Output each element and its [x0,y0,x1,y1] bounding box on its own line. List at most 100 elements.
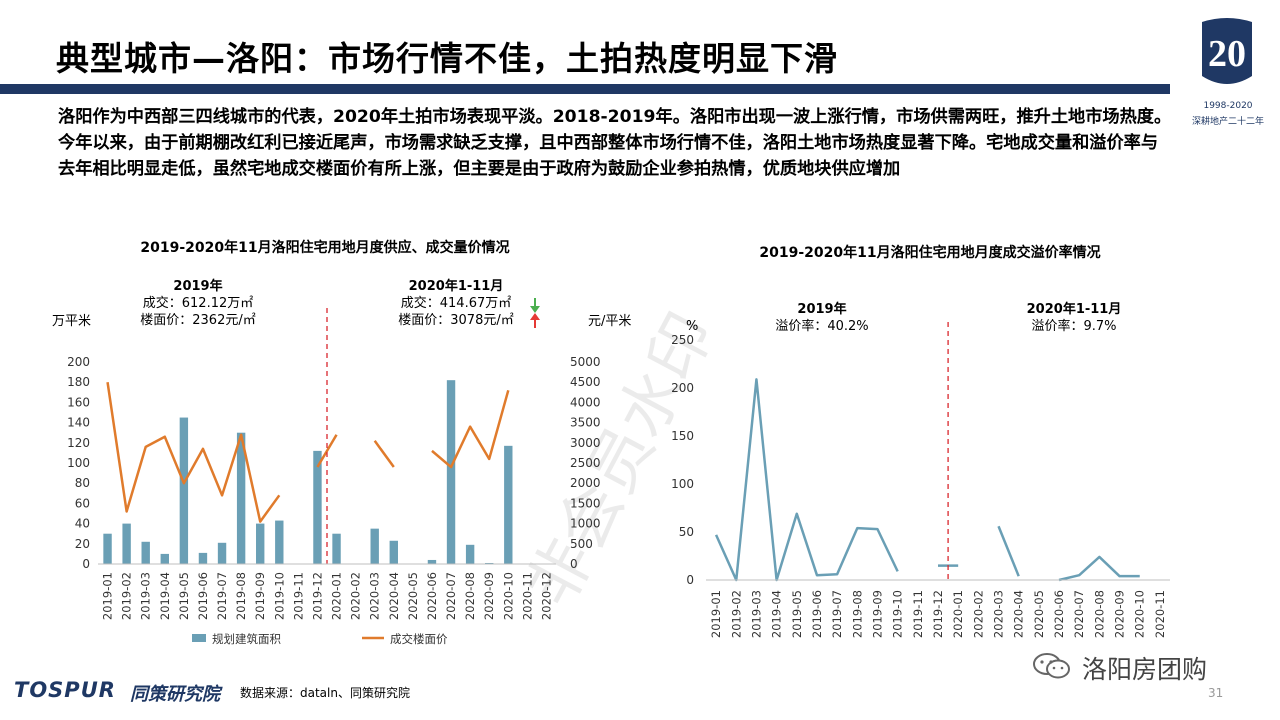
chart1-right-unit: 元/平米 [588,314,631,329]
x-tick-label: 2019-10 [891,590,905,638]
x-tick-label: 2019-02 [120,572,134,620]
bar [485,562,494,564]
x-tick-label: 2020-04 [1012,590,1026,638]
bar [122,523,131,564]
x-tick-label: 2020-01 [951,590,965,638]
chart1-right-axis-ticks: 0 500 1000 1500 2000 2500 3000 3500 4000 4500 5000 [570,355,601,571]
x-tick-label: 2019-11 [911,590,925,638]
y-tick-label: 100 [671,477,694,491]
x-tick-label: 2020-03 [368,572,382,620]
y-tick-label-right: 1000 [570,517,601,531]
chart2-unit: % [686,319,698,334]
x-tick-label: 2019-05 [177,572,191,620]
legend-label-area: 规划建筑面积 [212,632,281,646]
x-tick-label: 2020-08 [463,572,477,620]
y-tick-label-left: 180 [67,375,90,389]
x-tick-label: 2019-01 [709,590,723,638]
x-tick-label: 2019-08 [850,590,864,638]
x-tick-label: 2020-09 [1113,590,1127,638]
x-tick-label: 2019-07 [830,590,844,638]
arrow-down-icon [530,298,540,313]
bar [370,528,379,564]
logo-number: 20 [1208,33,1246,75]
premium-line-segment [997,525,1020,577]
page-number: 31 [1208,686,1224,700]
chart1-left-price: 楼面价：2362元/㎡ [140,313,255,328]
x-tick-label: 2019-09 [870,590,884,638]
slide-title: 典型城市—洛阳：市场行情不佳，土拍热度明显下滑 [56,39,838,78]
logo-caption: 深耕地产二十二年 [1191,117,1264,127]
x-tick-label: 2019-12 [310,572,324,620]
y-tick-label-right: 1500 [570,496,601,510]
chart1-price-line [106,382,510,523]
x-tick-label: 2020-05 [1032,590,1046,638]
y-tick-label-right: 5000 [570,355,601,369]
chart1-legend: 规划建筑面积 成交楼面价 [192,632,448,646]
legend-label-price: 成交楼面价 [390,632,448,646]
chart2-premium-line [714,378,1140,582]
y-tick-label-left: 140 [67,416,90,430]
chart2-x-tick-labels: 2019-01 2019-02 2019-03 2019-04 2019-05 2019-… [709,590,1167,638]
chart1-left-axis-ticks: 0 20 40 60 80 100 120 140 160 180 200 [67,355,90,571]
bar [389,540,398,564]
bar [465,544,475,564]
premium-line-segment [1058,555,1140,582]
chart2-right-period: 2020年1-11月 [1027,301,1122,317]
brand-cn: 同策研究院 [130,684,220,705]
x-tick-label: 2020-09 [482,572,496,620]
bar [198,552,208,564]
x-tick-label: 2019-05 [790,590,804,638]
chart1-title: 2019-2020年11月洛阳住宅用地月度供应、成交量价情况 [140,239,509,256]
x-tick-label: 2019-01 [101,572,115,620]
y-tick-label-left: 40 [75,517,90,531]
premium-line-segment [714,378,899,582]
x-tick-label: 2019-04 [770,590,784,638]
bar [179,417,189,564]
y-tick-label-left: 160 [67,395,90,409]
chart2-y-axis-ticks: 0 50 100 150 200 250 [671,333,694,587]
premium-rate-chart: 2019-2020年11月洛阳住宅用地月度成交溢价率情况 2019年 溢价率：4… [671,244,1170,638]
chart1-bars [103,380,513,564]
y-tick-label-left: 0 [82,557,90,571]
x-tick-label: 2019-07 [215,572,229,620]
y-tick-label-right: 4500 [570,375,601,389]
chart1-left-unit: 万平米 [52,314,91,329]
bar [160,553,169,564]
x-tick-label: 2019-02 [729,590,743,638]
x-tick-label: 2019-06 [196,572,210,620]
chart2-right-rate: 溢价率：9.7% [1031,318,1116,334]
arrow-up-icon [530,313,540,328]
logo-years: 1998-2020 [1203,101,1253,111]
chart1-left-period: 2019年 [173,278,222,294]
x-tick-label: 2020-06 [425,572,439,620]
y-tick-label-right: 500 [570,537,593,551]
y-tick-label-left: 100 [67,456,90,470]
y-tick-label-left: 60 [75,496,90,510]
y-tick-label-left: 20 [75,537,90,551]
y-tick-label: 50 [679,525,694,539]
bar [141,541,150,564]
chart2-left-rate: 溢价率：40.2% [775,318,868,334]
bar [236,432,246,564]
x-tick-label: 2019-03 [139,572,153,620]
x-tick-label: 2020-02 [971,590,985,638]
x-tick-label: 2019-11 [291,572,305,620]
x-tick-label: 2020-07 [1072,590,1086,638]
price-line-segment [316,434,338,468]
wechat-name: 洛阳房团购 [1082,655,1208,684]
bar [446,380,456,564]
bar [313,450,322,564]
x-tick-label: 2020-07 [444,572,458,620]
anniversary-logo: 20 [1202,18,1252,84]
x-tick-label: 2020-03 [992,590,1006,638]
y-tick-label: 150 [671,429,694,443]
price-line-segment [431,389,510,469]
x-tick-label: 2020-04 [387,572,401,620]
y-tick-label-right: 2000 [570,476,601,490]
chart1-x-tick-labels: 2019-01 2019-02 2019-03 2019-04 2019-05 2019-… [101,572,554,620]
y-tick-label-right: 3500 [570,416,601,430]
title-underline-bar [0,84,1170,94]
x-tick-label: 2019-12 [931,590,945,638]
x-tick-label: 2020-11 [520,572,534,620]
legend-swatch-bar [192,634,206,642]
